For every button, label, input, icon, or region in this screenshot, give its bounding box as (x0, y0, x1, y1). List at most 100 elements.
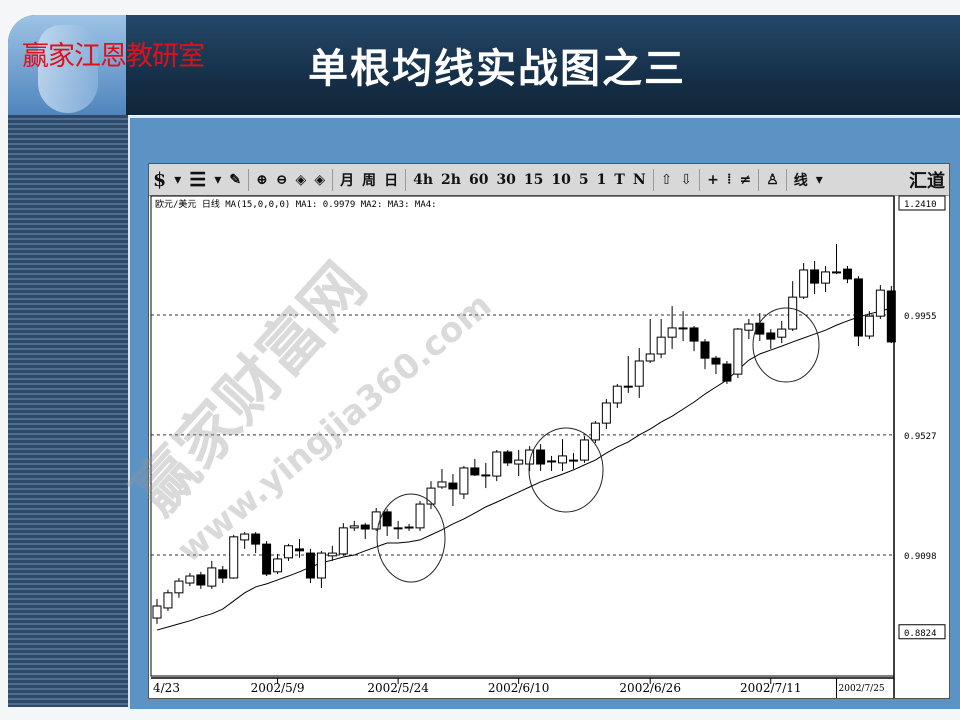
toolbar-button[interactable]: ▾ (174, 171, 182, 188)
candle-down (218, 569, 228, 579)
indicator-info-line: 欧元/美元 日线 MA(15,0,0,0) MA1: 0.9979 MA2: M… (155, 198, 437, 210)
price-label: 0.9955 (904, 312, 937, 322)
toolbar-button[interactable]: 日 (384, 172, 399, 189)
candle-down (810, 269, 820, 284)
toolbar-button[interactable]: 10 (551, 171, 571, 188)
toolbar-button[interactable]: 1 (596, 171, 607, 188)
candle-up (832, 271, 842, 274)
toolbar-button[interactable]: 周 (362, 172, 377, 189)
candle-up (481, 474, 491, 477)
candle-down (722, 363, 732, 382)
candle-down (755, 322, 765, 335)
toolbar-button[interactable]: ◈ (295, 171, 307, 188)
candle-up (284, 545, 294, 559)
toolbar-button[interactable]: ⇧ (660, 171, 673, 188)
toolbar-button[interactable]: 60 (468, 171, 489, 188)
toolbar-button[interactable]: 4h (413, 171, 434, 188)
candle-up (207, 567, 217, 587)
toolbar-separator (758, 168, 760, 191)
candle-up (316, 552, 326, 579)
toolbar-button[interactable]: ☰ (189, 168, 207, 191)
candle-up (645, 353, 655, 362)
toolbar-button[interactable]: ◈ (314, 171, 326, 188)
candle-up (327, 552, 337, 557)
candle-down (448, 482, 458, 490)
toolbar-button[interactable]: ⊕ (256, 171, 268, 188)
slide-title: 单根均线实战图之三 (308, 45, 686, 92)
candle-down (689, 327, 699, 342)
candle-up (338, 527, 348, 555)
candle-up (733, 328, 743, 375)
candle-down (251, 533, 261, 545)
candle-down (382, 511, 392, 527)
candle-up (678, 327, 688, 330)
price-label-box (898, 624, 946, 640)
candle-up (744, 323, 754, 331)
date-label: 2002/7/11 (740, 681, 802, 695)
candle-down (711, 357, 721, 365)
toolbar-button[interactable]: ✎ (229, 171, 242, 188)
candle-down (470, 467, 480, 476)
chart-toolbar: $ ▾ ☰ ▾ ✎ ⊕ ⊖ ◈ ◈ 月周日 4h 2h 60 30 15 10 5 1 T N ⇧ ⇩ + ⁞ ≠ ♙ 线 ▾ 汇道 (149, 164, 949, 196)
toolbar-button[interactable]: N (632, 171, 646, 188)
candle-down (766, 332, 776, 340)
toolbar-button[interactable]: ▾ (815, 171, 823, 188)
toolbar-button[interactable]: ≠ (739, 171, 752, 188)
candle-up (273, 558, 283, 573)
candle-up (547, 460, 557, 463)
toolbar-button[interactable]: ⇩ (680, 171, 693, 188)
candle-up (174, 580, 184, 594)
candle-down (262, 543, 272, 575)
toolbar-button[interactable]: ⁞ (726, 171, 732, 187)
candle-up (426, 487, 436, 505)
candle-down (842, 268, 852, 280)
toolbar-separator (652, 168, 654, 191)
date-label: 2002/7/25 (839, 684, 885, 694)
toolbar-button[interactable]: + (707, 171, 719, 188)
candle-up (349, 525, 359, 529)
candle-down (294, 548, 304, 552)
annotation-circle (752, 307, 820, 383)
toolbar-button[interactable]: ⊖ (275, 171, 288, 188)
candle-up (788, 296, 798, 330)
toolbar-button[interactable]: 15 (523, 171, 544, 188)
toolbar-button[interactable]: 月 (340, 172, 355, 189)
toolbar-button[interactable]: 30 (496, 171, 516, 188)
candle-up (371, 511, 381, 530)
chart-window: $ ▾ ☰ ▾ ✎ ⊕ ⊖ ◈ ◈ 月周日 4h 2h 60 30 15 10 5 1 T N ⇧ ⇩ + ⁞ ≠ ♙ 线 ▾ 汇道 欧… (148, 163, 950, 699)
candle-up (163, 592, 173, 609)
candle-up (393, 527, 403, 530)
price-label: 1.2410 (904, 200, 937, 210)
toolbar-button[interactable]: 2h (441, 171, 461, 188)
candle-up (799, 269, 809, 298)
candle-up (612, 385, 622, 404)
candle-up (185, 575, 195, 584)
toolbar-button[interactable]: 线 (793, 172, 808, 189)
candle-up (667, 327, 677, 338)
toolbar-separator (405, 168, 407, 191)
candle-up (875, 289, 885, 317)
candle-down (196, 574, 206, 586)
price-label-box (898, 195, 946, 211)
price-label: 0.9527 (904, 432, 937, 442)
toolbar-button[interactable]: T (614, 171, 625, 188)
candle-down (886, 290, 896, 343)
candle-up (492, 451, 502, 477)
brand-text: 赢家江恩教研室 (22, 41, 205, 72)
candle-up (415, 503, 425, 529)
candlestick-chart: 欧元/美元 日线 MA(15,0,0,0) MA1: 0.9979 MA2: M… (150, 195, 946, 698)
candle-down (700, 341, 710, 359)
price-label: 0.8824 (904, 629, 937, 639)
annotation-circle (528, 427, 604, 513)
toolbar-button[interactable]: ♙ (766, 171, 779, 188)
mouse-graphic (38, 25, 98, 113)
toolbar-button[interactable]: 5 (578, 171, 589, 188)
slide-header (8, 15, 960, 115)
date-label: 2002/6/26 (619, 681, 681, 695)
toolbar-button[interactable]: ▾ (214, 171, 222, 188)
toolbar-brand-button[interactable]: 汇道 (909, 170, 945, 192)
candle-down (360, 524, 370, 530)
toolbar-button[interactable]: $ (153, 168, 167, 191)
decorative-sidebar (8, 115, 128, 707)
candle-down (503, 451, 513, 464)
